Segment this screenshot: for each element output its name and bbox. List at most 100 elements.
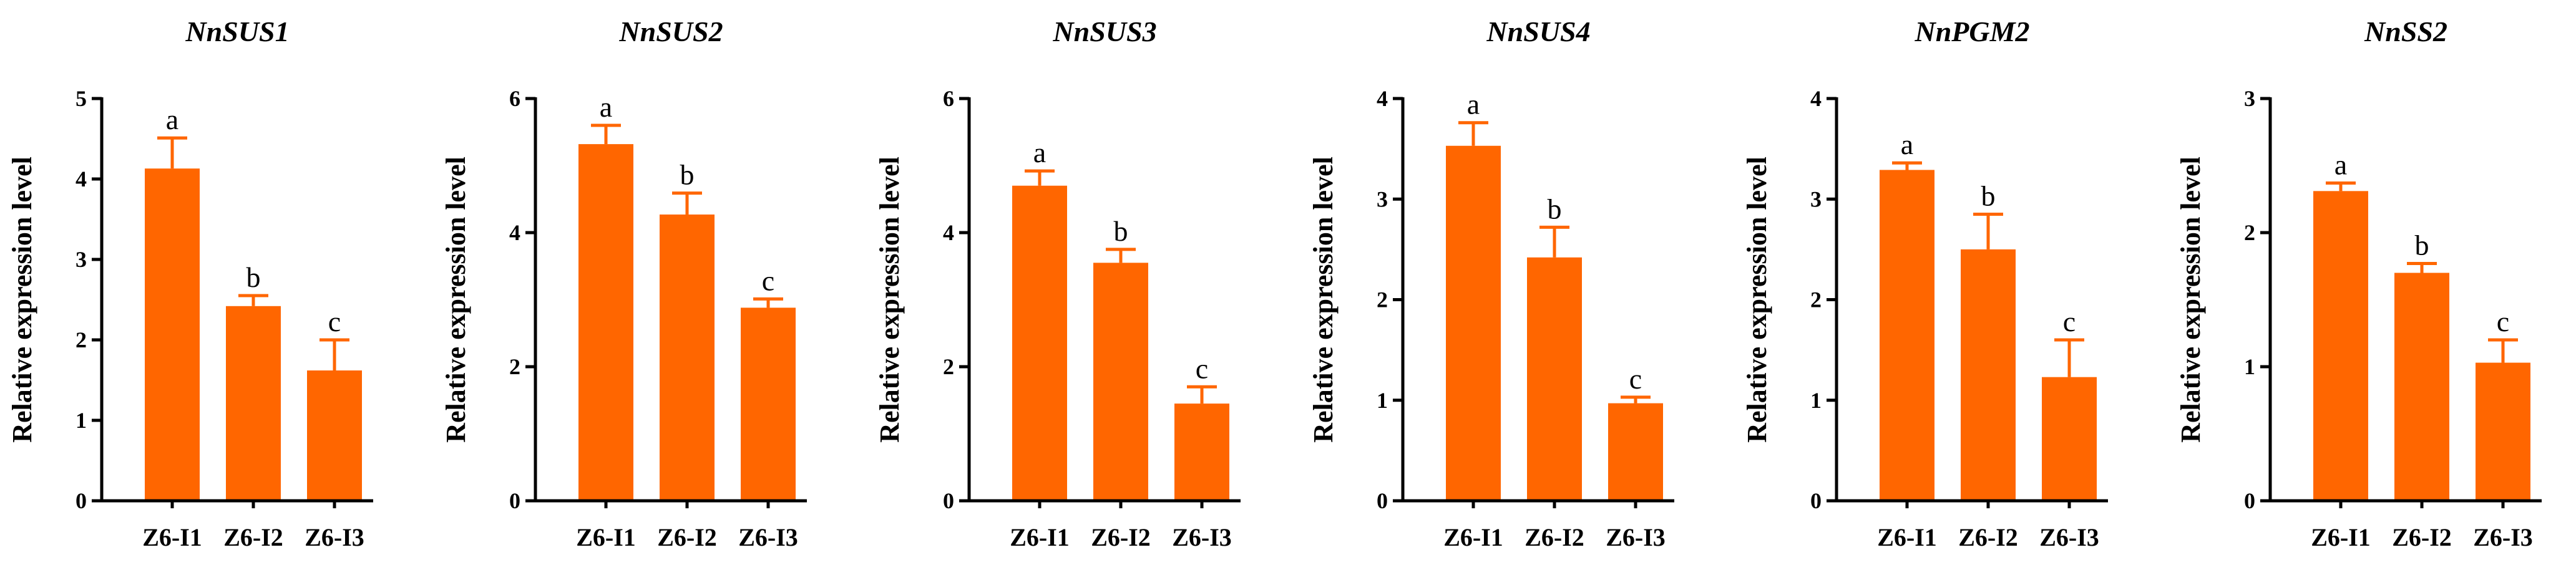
y-axis-label: Relative expression level [1742, 157, 1772, 443]
x-tick-label: Z6-I1 [2311, 523, 2371, 551]
bar [145, 168, 200, 501]
y-tick-label: 4 [943, 220, 954, 245]
significance-letter: a [2334, 148, 2347, 180]
x-tick-label: Z6-I1 [576, 523, 636, 551]
y-tick-label: 2 [943, 354, 954, 379]
y-tick-label: 0 [2244, 488, 2255, 513]
chart-panel: NnSS2 Relative expression level a Z6-I1 b Z6-… [2175, 16, 2542, 551]
chart-title: NnSUS3 [1052, 16, 1156, 47]
y-tick-label: 0 [509, 488, 520, 513]
significance-letter: a [600, 91, 612, 123]
bar [660, 214, 715, 501]
x-tick-label: Z6-I2 [1091, 523, 1151, 551]
y-tick-label: 3 [2244, 86, 2255, 111]
y-axis-label: Relative expression level [2175, 157, 2206, 443]
bar [2394, 273, 2449, 501]
y-tick-label: 2 [76, 327, 87, 352]
y-tick-label: 1 [1377, 388, 1388, 413]
bar [1608, 403, 1663, 501]
chart-panel: NnSUS4 Relative expression level a Z6-I1 b Z6… [1308, 16, 1674, 551]
y-tick-label: 6 [509, 86, 520, 111]
y-tick-label: 4 [1377, 86, 1388, 111]
x-tick-label: Z6-I2 [1525, 523, 1584, 551]
bar [1093, 263, 1148, 501]
y-tick-label: 5 [76, 86, 87, 111]
bar [2313, 191, 2368, 501]
significance-letter: a [166, 104, 178, 135]
y-axis-label: Relative expression level [874, 157, 905, 443]
bar [1174, 403, 1229, 501]
x-tick-label: Z6-I1 [142, 523, 202, 551]
significance-letter: c [1196, 352, 1208, 384]
bar [1961, 249, 2016, 501]
significance-letter: a [1467, 89, 1480, 120]
y-tick-label: 2 [1377, 288, 1388, 312]
y-tick-label: 4 [1810, 86, 1822, 111]
y-tick-label: 0 [1377, 488, 1388, 513]
y-tick-label: 3 [1377, 186, 1388, 211]
chart-title: NnSS2 [2364, 16, 2447, 47]
bar [1012, 185, 1067, 501]
x-tick-label: Z6-I3 [2473, 523, 2533, 551]
y-axis-label: Relative expression level [1308, 157, 1339, 443]
significance-letter: c [2063, 306, 2076, 337]
y-tick-label: 3 [76, 247, 87, 272]
y-tick-label: 1 [1810, 388, 1822, 413]
bar [1880, 170, 1934, 501]
y-tick-label: 1 [76, 408, 87, 433]
chart-panel: NnSUS1 Relative expression level a Z6-I1 b Z6… [7, 16, 373, 551]
x-tick-label: Z6-I2 [223, 523, 283, 551]
y-axis-label: Relative expression level [441, 157, 471, 443]
y-tick-label: 0 [1810, 488, 1822, 513]
significance-letter: b [1981, 180, 1996, 211]
x-tick-label: Z6-I2 [2392, 523, 2452, 551]
y-tick-label: 4 [76, 167, 87, 191]
chart-title: NnSUS4 [1486, 16, 1590, 47]
x-tick-label: Z6-I1 [1877, 523, 1937, 551]
chart-title: NnSUS2 [618, 16, 723, 47]
significance-letter: c [1629, 363, 1642, 395]
x-tick-label: Z6-I3 [1606, 523, 1666, 551]
y-tick-label: 2 [509, 354, 520, 379]
bar [2042, 377, 2097, 501]
significance-letter: a [1033, 137, 1046, 168]
bar [226, 306, 281, 501]
significance-letter: b [1114, 215, 1128, 247]
y-tick-label: 2 [2244, 220, 2255, 245]
bar [2476, 362, 2530, 501]
chart-title: NnSUS1 [185, 16, 289, 47]
significance-letter: b [2415, 229, 2429, 261]
chart-title: NnPGM2 [1914, 16, 2029, 47]
bar [741, 307, 796, 501]
y-tick-label: 6 [943, 86, 954, 111]
x-tick-label: Z6-I3 [1172, 523, 1232, 551]
bar [578, 144, 633, 501]
x-tick-label: Z6-I2 [657, 523, 717, 551]
y-axis-label: Relative expression level [7, 157, 37, 443]
bar [307, 370, 362, 501]
y-tick-label: 2 [1810, 288, 1822, 312]
x-tick-label: Z6-I1 [1443, 523, 1503, 551]
significance-letter: a [1901, 128, 1913, 160]
y-tick-label: 0 [943, 488, 954, 513]
bar [1527, 257, 1582, 501]
significance-letter: b [246, 261, 261, 293]
y-tick-label: 0 [76, 488, 87, 513]
significance-letter: b [680, 159, 695, 191]
y-tick-label: 4 [509, 220, 520, 245]
chart-panel: NnSUS2 Relative expression level a Z6-I1 b Z6… [441, 16, 807, 551]
x-tick-label: Z6-I3 [305, 523, 364, 551]
bar [1446, 145, 1501, 501]
chart-panel: NnPGM2 Relative expression level a Z6-I1 b Z6… [1742, 16, 2108, 551]
significance-letter: c [2497, 306, 2509, 337]
x-tick-label: Z6-I3 [738, 523, 798, 551]
significance-letter: c [762, 264, 774, 296]
x-tick-label: Z6-I1 [1010, 523, 1070, 551]
y-tick-label: 3 [1810, 186, 1822, 211]
x-tick-label: Z6-I2 [1958, 523, 2018, 551]
significance-letter: b [1548, 193, 1562, 225]
chart-panel: NnSUS3 Relative expression level a Z6-I1 b Z6… [874, 16, 1241, 551]
x-tick-label: Z6-I3 [2039, 523, 2099, 551]
